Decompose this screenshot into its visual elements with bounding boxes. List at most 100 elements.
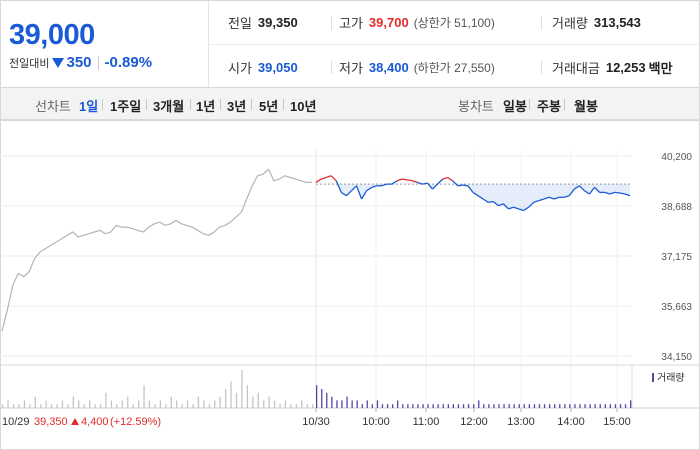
prev-volume-bar xyxy=(235,392,238,408)
prev-volume-bar xyxy=(143,385,145,408)
tab-3y[interactable]: 3년 xyxy=(227,99,247,114)
today-line-segment xyxy=(488,200,494,203)
today-volume-bar xyxy=(493,404,495,408)
prev-volume-bar xyxy=(154,404,156,408)
today-line-segment xyxy=(553,196,560,200)
today-line-segment xyxy=(407,179,413,182)
divider xyxy=(541,16,542,30)
today-line-segment xyxy=(320,176,327,180)
today-volume-bar xyxy=(513,404,515,408)
today-line-segment xyxy=(518,208,524,212)
low-price: 저가 38,400 (하한가 27,550) xyxy=(339,60,495,76)
today-volume-bar xyxy=(351,400,353,408)
prev-volume-bar xyxy=(273,400,276,408)
trade-value-unit: 백만 xyxy=(648,61,673,76)
tab-monthly-candle[interactable]: 월봉 xyxy=(574,99,598,114)
prev-volume-bar xyxy=(7,400,9,408)
today-line-segment xyxy=(498,203,504,207)
today-line-segment xyxy=(604,191,610,195)
candle-chart-label: 봉차트 xyxy=(458,99,494,114)
tab-3m[interactable]: 3개월 xyxy=(153,99,185,114)
today-line-segment xyxy=(467,185,474,193)
tab-divider xyxy=(251,99,252,110)
prev-volume-bar xyxy=(268,396,270,408)
today-line-segment xyxy=(573,185,580,190)
today-volume-bar xyxy=(392,404,394,408)
today-volume-bar xyxy=(498,404,500,408)
tab-1w[interactable]: 1주일 xyxy=(110,99,142,114)
prev-volume-bar xyxy=(78,400,80,408)
today-line-segment xyxy=(472,191,479,197)
prev-volume-bar xyxy=(29,404,31,408)
today-line-segment xyxy=(361,190,368,200)
prev-volume-bar xyxy=(257,392,259,408)
y-tick-label: 37,175 xyxy=(661,252,692,263)
tab-1d[interactable]: 1일 xyxy=(79,99,99,114)
y-tick-label: 40,200 xyxy=(661,152,692,163)
today-line-segment xyxy=(543,196,550,200)
today-volume-bar xyxy=(609,404,611,408)
prev-volume-bar xyxy=(94,404,96,408)
today-volume-bar xyxy=(604,404,606,408)
today-volume-bar xyxy=(452,404,454,408)
today-volume-bar xyxy=(538,404,541,408)
prev-close-value: 39,350 xyxy=(257,15,298,30)
tab-divider xyxy=(564,99,565,110)
today-line-segment xyxy=(417,181,423,185)
line-chart-label: 선차트 xyxy=(35,99,71,114)
lower-limit: (하한가 27,550) xyxy=(413,61,495,75)
today-volume-bar xyxy=(533,404,536,408)
prev-close: 전일 39,350 xyxy=(228,15,298,31)
today-volume-bar xyxy=(402,404,404,408)
today-volume-bar xyxy=(462,404,465,408)
today-volume-bar xyxy=(371,404,373,408)
prev-volume-bar xyxy=(263,400,265,408)
divider xyxy=(209,44,699,45)
today-volume-bar xyxy=(569,404,571,408)
prev-volume-bar xyxy=(225,389,227,408)
today-line-segment xyxy=(442,176,448,180)
prev-volume-bar xyxy=(23,400,26,408)
tab-divider xyxy=(102,99,103,110)
high-price: 고가 39,700 (상한가 51,100) xyxy=(339,15,495,31)
today-volume-bar xyxy=(518,404,520,408)
today-volume-bar xyxy=(503,404,505,408)
prev-volume-bar xyxy=(83,404,85,408)
prev-volume-bar xyxy=(176,400,178,408)
prev-volume-bar xyxy=(159,400,161,408)
prev-day-rate: (+12.59%) xyxy=(110,416,161,428)
today-line-segment xyxy=(588,187,596,195)
today-line-segment xyxy=(564,195,570,198)
today-volume-bar xyxy=(346,396,348,408)
current-price: 39,000 xyxy=(9,19,95,51)
x-tick-label: 12:00 xyxy=(460,416,488,428)
today-volume-bar xyxy=(614,404,617,408)
prev-volume-bar xyxy=(192,404,194,408)
today-volume-bar xyxy=(341,400,343,408)
tab-daily-candle[interactable]: 일봉 xyxy=(503,99,527,114)
price-box: 39,000 전일대비 350 -0.89% xyxy=(1,1,209,87)
today-volume-bar xyxy=(412,404,414,408)
prev-day-change: 4,400 xyxy=(81,416,109,428)
today-line-segment xyxy=(594,186,601,193)
open-price-value: 39,050 xyxy=(257,60,298,75)
tab-weekly-candle[interactable]: 주봉 xyxy=(537,99,561,114)
prev-volume-bar xyxy=(56,404,58,408)
upper-limit: (상한가 51,100) xyxy=(413,16,495,30)
prev-volume-bar xyxy=(219,396,221,408)
today-volume-bar xyxy=(437,404,439,408)
tab-1y[interactable]: 1년 xyxy=(196,99,216,114)
y-tick-label: 38,688 xyxy=(661,202,692,213)
divider xyxy=(331,16,332,30)
tab-5y[interactable]: 5년 xyxy=(259,99,279,114)
today-line-segment xyxy=(538,198,545,202)
prev-volume-bar xyxy=(45,400,47,408)
prev-volume-bar xyxy=(301,400,303,408)
volume: 거래량 313,543 xyxy=(552,15,641,31)
prev-volume-bar xyxy=(165,404,167,408)
prev-volume-bar xyxy=(186,400,189,408)
today-line-segment xyxy=(422,182,428,185)
tab-10y[interactable]: 10년 xyxy=(290,99,317,114)
today-volume-bar xyxy=(336,400,338,408)
prev-volume-bar xyxy=(99,404,102,408)
